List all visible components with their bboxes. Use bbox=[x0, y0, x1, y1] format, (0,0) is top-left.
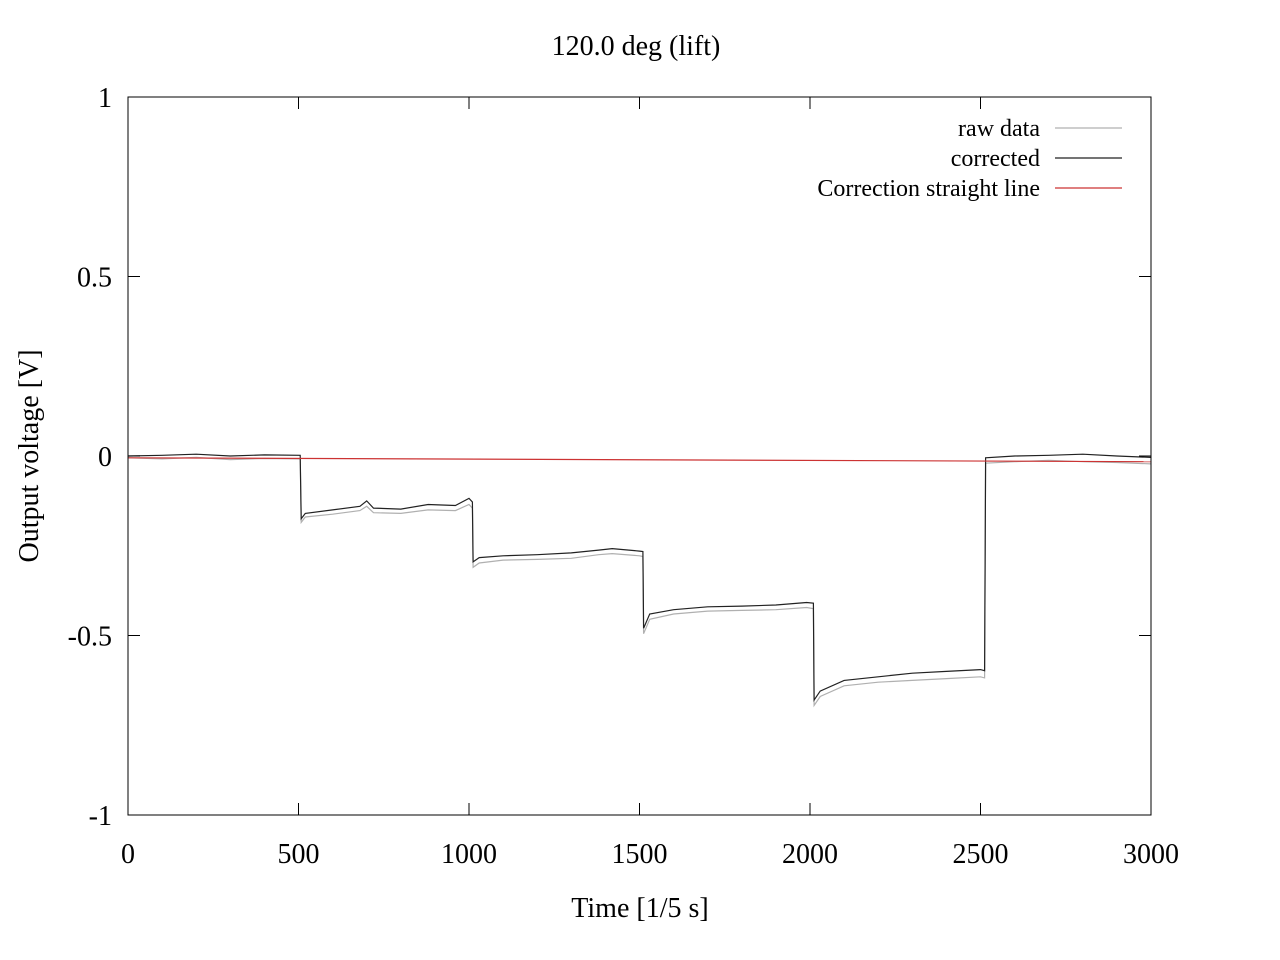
x-axis-ticks: 0 500 1000 1500 2000 2500 3000 bbox=[121, 97, 1179, 870]
x-tick-label: 0 bbox=[121, 839, 135, 870]
legend-label: Correction straight line bbox=[817, 176, 1040, 202]
series-line-0 bbox=[127, 456, 1152, 708]
y-axis-ticks: 1 0.5 0 -0.5 -1 bbox=[68, 83, 1151, 832]
x-tick-label: 3000 bbox=[1123, 839, 1179, 870]
y-tick-label: 0.5 bbox=[77, 263, 112, 294]
plot-area bbox=[127, 453, 1152, 708]
y-tick-label: -0.5 bbox=[68, 622, 112, 653]
y-tick-label: 1 bbox=[98, 83, 112, 114]
legend-label: corrected bbox=[951, 146, 1040, 172]
x-tick-label: 1500 bbox=[612, 839, 668, 870]
x-tick-label: 2500 bbox=[953, 839, 1009, 870]
x-tick-label: 500 bbox=[278, 839, 320, 870]
y-tick-label: 0 bbox=[98, 442, 112, 473]
chart-title: 120.0 deg (lift) bbox=[552, 31, 721, 62]
y-tick-label: -1 bbox=[89, 801, 112, 832]
series-line-2 bbox=[127, 457, 1152, 463]
x-axis-label: Time [1/5 s] bbox=[571, 893, 708, 924]
legend: raw data corrected Correction straight lin… bbox=[817, 116, 1122, 202]
y-axis-label: Output voltage [V] bbox=[14, 349, 45, 562]
legend-label: raw data bbox=[958, 116, 1040, 142]
x-tick-label: 2000 bbox=[782, 839, 838, 870]
x-tick-label: 1000 bbox=[441, 839, 497, 870]
plot-frame bbox=[127, 96, 1152, 816]
series-line-1 bbox=[127, 453, 1152, 703]
